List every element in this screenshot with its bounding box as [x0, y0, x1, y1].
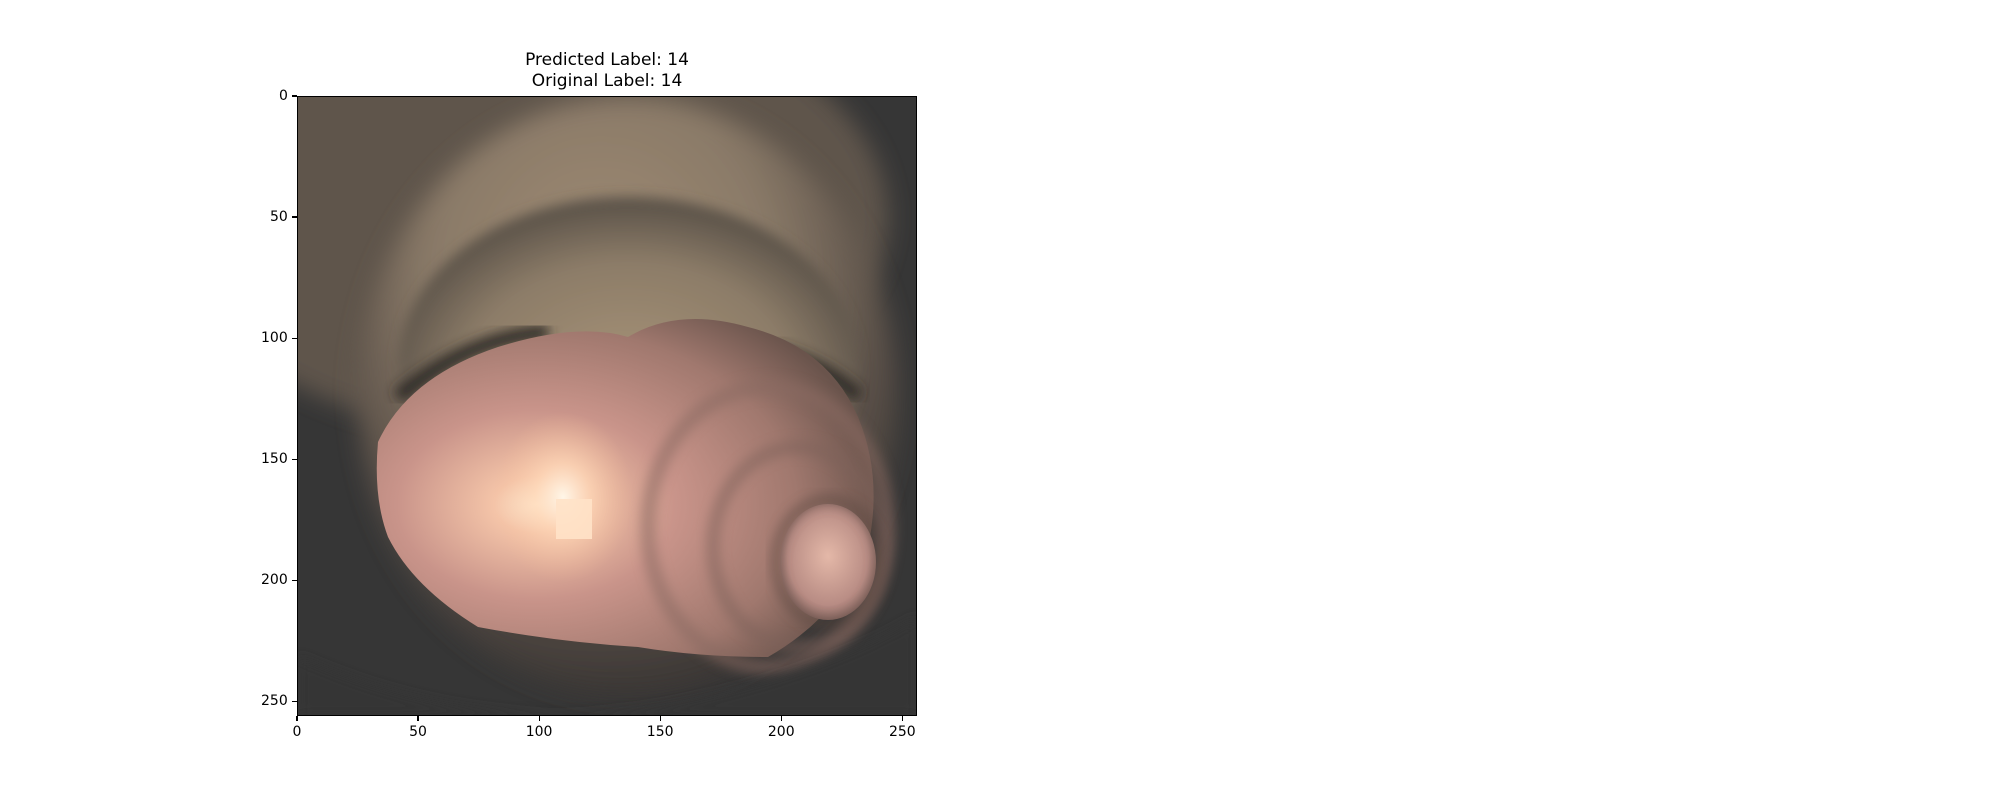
y-tick-mark [292, 216, 297, 218]
y-tick-label: 250 [261, 693, 288, 710]
y-tick-label: 100 [261, 330, 288, 347]
y-tick-label: 200 [261, 572, 288, 589]
x-tick-label: 0 [292, 724, 302, 740]
y-tick-mark [292, 458, 297, 460]
x-tick-label: 200 [767, 724, 795, 740]
x-tick-mark [296, 716, 298, 721]
y-tick-mark [292, 700, 297, 703]
y-tick-label: 150 [261, 451, 288, 468]
predicted-label-title: Predicted Label: 14 [525, 50, 689, 70]
x-tick-label: 100 [525, 724, 553, 740]
y-tick-mark [292, 579, 297, 581]
image-axes [297, 96, 917, 716]
original-label-title: Original Label: 14 [531, 71, 683, 91]
x-tick-mark [538, 716, 540, 721]
endoscopy-image [298, 97, 916, 715]
y-tick-label: 50 [270, 209, 288, 226]
x-tick-label: 250 [888, 724, 916, 740]
x-tick-label: 150 [646, 724, 674, 740]
x-tick-label: 50 [409, 724, 427, 740]
x-tick-mark [901, 716, 904, 721]
x-tick-mark [780, 716, 782, 721]
y-tick-mark [292, 337, 297, 339]
x-tick-mark [417, 716, 419, 721]
y-tick-mark [292, 95, 297, 97]
x-tick-mark [659, 716, 661, 721]
y-tick-label: 0 [279, 88, 288, 104]
